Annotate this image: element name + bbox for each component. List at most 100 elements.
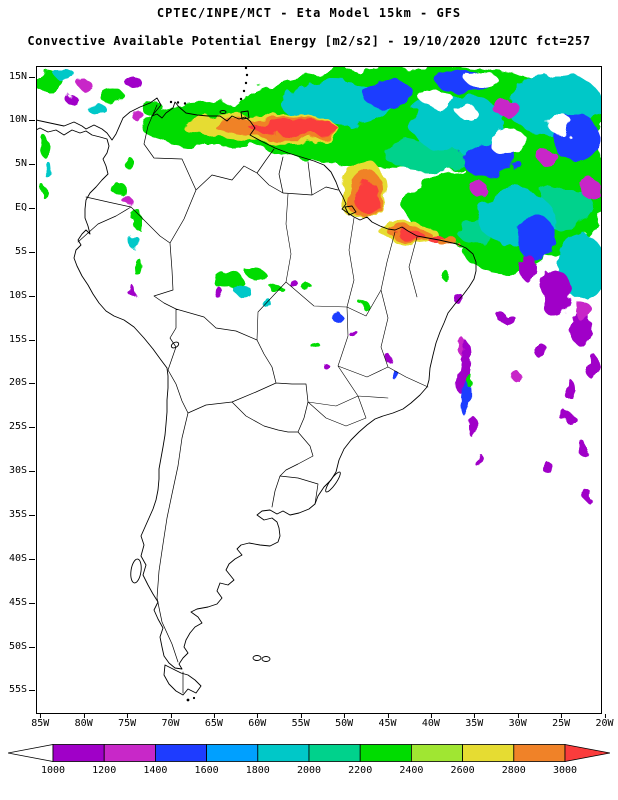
cape-blob xyxy=(135,259,143,277)
cape-blob xyxy=(518,214,554,262)
cape-blob xyxy=(384,353,390,361)
colorbar-segment xyxy=(52,744,105,762)
caribbean-island-dots xyxy=(169,66,249,702)
cape-blob xyxy=(443,272,451,282)
cape-blob xyxy=(122,194,130,204)
colorbar-tick-label: 2400 xyxy=(399,765,424,776)
colorbar-segment xyxy=(359,744,412,762)
cape-blob xyxy=(41,186,47,198)
colorbar-tick-label: 1400 xyxy=(143,765,168,776)
cape-blob xyxy=(470,417,478,439)
longitude-axis: 85W 80W 75W 70W 65W 60W 55W 50W 45W 40W 35W 30W 25W 2… xyxy=(31,714,614,730)
lon-tick-label: 45W xyxy=(378,714,397,729)
chiloe-island xyxy=(130,558,142,584)
lon-tick-label: 65W xyxy=(204,714,223,729)
cape-blob xyxy=(100,88,124,104)
cape-blob xyxy=(519,255,537,281)
cape-blob xyxy=(248,121,340,135)
colorbar-tick-label: 2000 xyxy=(296,765,322,776)
page-title: CPTEC/INPE/MCT - Eta Model 15km - GFS xyxy=(156,6,462,20)
cape-blob xyxy=(301,282,311,290)
cape-blob xyxy=(561,413,575,423)
lon-tick-label: 55W xyxy=(291,714,310,729)
cape-blob xyxy=(112,180,124,196)
colorbar-scale xyxy=(8,744,610,762)
colorbar-tick-label: 2200 xyxy=(348,765,373,776)
lon-tick-label: 50W xyxy=(335,714,354,729)
latitude-axis: 15N 10N 5N EQ 5S 10S 15S 20S 25S 30S 35S 40S 45S 50S 5… xyxy=(0,66,36,714)
colorbar-tick-label: 2800 xyxy=(501,765,526,776)
cape-blob xyxy=(349,327,355,337)
margarita-island xyxy=(219,110,227,114)
colorbar-segment xyxy=(308,744,361,762)
lon-tick-label: 70W xyxy=(161,714,180,729)
trinidad-island xyxy=(240,110,250,120)
plot-frame xyxy=(36,66,602,714)
cape-blob xyxy=(66,95,78,105)
colorbar: 1000 1200 1400 1600 1800 2000 2200 2400 2600 2800… xyxy=(8,744,610,784)
lat-tick-label: 40S xyxy=(8,552,36,564)
cape-blob xyxy=(127,160,137,172)
cape-blob xyxy=(488,130,528,154)
lon-tick-label: 40W xyxy=(421,714,440,729)
cape-blob xyxy=(89,104,107,116)
country-borders xyxy=(77,104,339,694)
colorbar-segment xyxy=(513,744,566,762)
cape-blob xyxy=(532,340,544,356)
cape-blob xyxy=(249,270,267,282)
colorbar-segment xyxy=(154,744,207,762)
lat-tick-label: 30S xyxy=(8,465,36,477)
lon-tick-label: 20W xyxy=(595,714,614,729)
lat-tick-label: 10S xyxy=(8,289,36,301)
cape-blob xyxy=(577,441,587,455)
colorbar-segment xyxy=(410,744,463,762)
colorbar-segment xyxy=(462,744,515,762)
cape-blob xyxy=(213,270,243,290)
colorbar-tick-label: 1800 xyxy=(245,765,270,776)
lon-tick-label: 75W xyxy=(118,714,137,729)
colorbar-tick-label: 1000 xyxy=(40,765,66,776)
cape-blob xyxy=(562,378,574,398)
colorbar-segment xyxy=(206,744,259,762)
lat-tick-label: 35S xyxy=(8,509,36,520)
colorbar-left-arrow xyxy=(8,744,54,762)
marajo-island xyxy=(344,205,357,216)
cape-blob xyxy=(56,70,76,82)
cape-blob xyxy=(576,302,592,322)
cape-blob xyxy=(498,312,514,324)
map-plot xyxy=(36,66,602,714)
lon-tick-label: 25W xyxy=(552,714,571,729)
cape-blob xyxy=(584,354,600,378)
cape-blob xyxy=(234,284,250,296)
colorbar-segment xyxy=(257,744,310,762)
cape-blob xyxy=(466,373,472,387)
colorbar-tick-label: 3000 xyxy=(552,765,578,776)
cape-blob xyxy=(547,115,573,133)
lat-tick-label: 20S xyxy=(8,377,36,389)
cape-blob xyxy=(540,270,572,318)
tierra-del-fuego-island xyxy=(163,664,202,696)
cape-blob xyxy=(263,300,273,308)
falkland-island-west xyxy=(252,655,262,661)
cape-blob xyxy=(46,164,54,180)
cape-blob xyxy=(394,372,400,382)
lagoa-dos-patos xyxy=(325,471,341,493)
lat-tick-label: EQ xyxy=(14,202,36,214)
cape-blob xyxy=(130,234,138,250)
south-america-coastline xyxy=(36,97,477,670)
lon-tick-label: 30W xyxy=(508,714,527,729)
cape-blob xyxy=(470,180,486,196)
lat-tick-label: 55S xyxy=(8,684,36,696)
lat-tick-label: 15S xyxy=(8,333,36,345)
cape-blob xyxy=(362,80,414,108)
cape-blob xyxy=(584,490,592,502)
lon-tick-label: 85W xyxy=(31,714,50,729)
state-borders xyxy=(256,193,429,427)
lat-tick-label: 10N xyxy=(8,114,36,126)
lat-tick-label: 15N xyxy=(8,70,36,82)
cape-blob xyxy=(79,81,93,91)
cape-blob xyxy=(123,74,139,86)
geography-layer xyxy=(36,66,477,702)
cape-blob xyxy=(356,181,378,213)
falkland-island-east xyxy=(261,656,271,662)
